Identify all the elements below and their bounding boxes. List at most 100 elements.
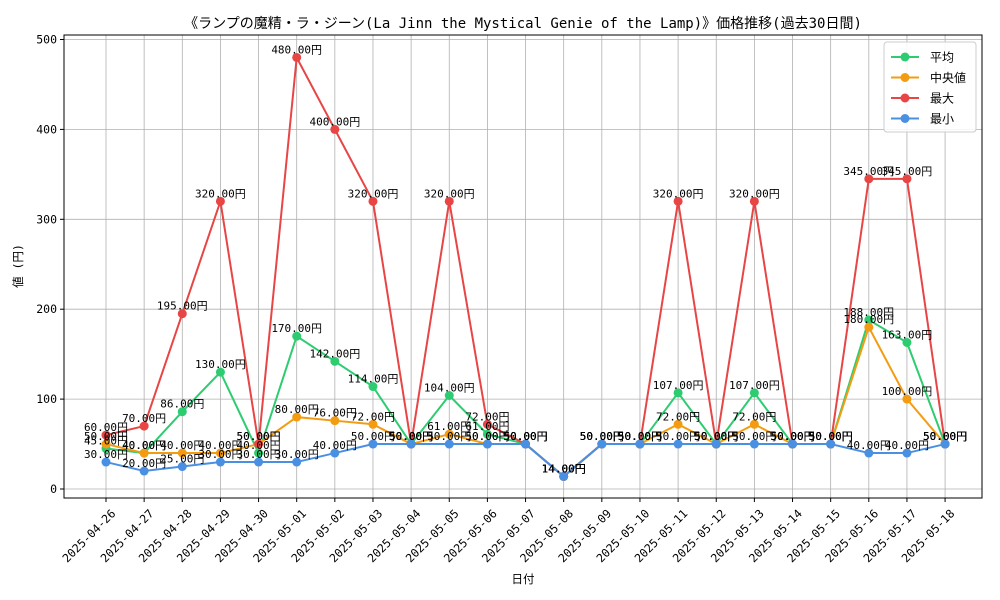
data-label: 320.00円 xyxy=(348,187,399,200)
data-point xyxy=(368,382,378,392)
data-point xyxy=(673,419,683,429)
data-label: 50.00円 xyxy=(923,430,967,443)
data-label: 45.00円 xyxy=(84,435,128,448)
data-label: 400.00円 xyxy=(309,115,360,128)
data-label: 50.00円 xyxy=(809,430,853,443)
data-point xyxy=(749,439,759,449)
data-label: 50.00円 xyxy=(580,430,624,443)
chart-title: 《ランプの魔精・ラ・ジーン(La Jinn the Mystical Genie… xyxy=(184,16,862,32)
data-point xyxy=(292,412,302,422)
data-label: 50.00円 xyxy=(770,430,814,443)
data-label: 72.00円 xyxy=(656,410,700,423)
data-label: 30.00円 xyxy=(236,448,280,461)
data-label: 25.00円 xyxy=(160,453,204,466)
data-label: 14.00円 xyxy=(542,462,586,475)
data-point xyxy=(177,407,187,417)
data-point xyxy=(711,439,721,449)
data-point xyxy=(902,394,912,404)
data-label: 50.00円 xyxy=(389,430,433,443)
data-label: 163.00円 xyxy=(882,328,933,341)
data-label: 40.00円 xyxy=(847,439,891,452)
data-label: 50.00円 xyxy=(580,430,624,443)
data-point xyxy=(254,439,264,449)
data-label: 40.00円 xyxy=(313,439,357,452)
data-label: 30.00円 xyxy=(275,448,319,461)
data-point xyxy=(101,430,111,440)
data-point xyxy=(902,448,912,458)
data-point xyxy=(749,419,759,429)
data-label: 50.00円 xyxy=(580,430,624,443)
data-label: 50.00円 xyxy=(732,430,776,443)
legend-label: 平均 xyxy=(930,51,954,65)
data-point xyxy=(444,196,454,206)
data-label: 50.00円 xyxy=(389,430,433,443)
data-label: 60.00円 xyxy=(84,421,128,434)
data-label: 180.00円 xyxy=(843,313,894,326)
legend-swatch-marker xyxy=(900,114,910,123)
data-label: 50.00円 xyxy=(923,430,967,443)
data-label: 50.00円 xyxy=(236,430,280,443)
data-point xyxy=(292,457,302,467)
data-point xyxy=(902,337,912,347)
data-label: 50.00円 xyxy=(656,430,700,443)
data-point xyxy=(482,439,492,449)
data-label: 50.00円 xyxy=(923,430,967,443)
data-point xyxy=(330,356,340,366)
data-point xyxy=(368,196,378,206)
data-label: 14.00円 xyxy=(542,462,586,475)
data-label: 40.00円 xyxy=(885,439,929,452)
y-tick-label: 0 xyxy=(50,482,57,496)
data-point xyxy=(444,429,454,439)
data-label: 72.00円 xyxy=(732,410,776,423)
data-label: 107.00円 xyxy=(729,379,780,392)
data-point xyxy=(406,439,416,449)
data-point xyxy=(292,52,302,62)
data-point xyxy=(864,315,874,325)
data-label: 345.00円 xyxy=(843,165,894,178)
data-label: 14.00円 xyxy=(542,462,586,475)
data-label: 50.00円 xyxy=(618,430,662,443)
x-axis-label: 日付 xyxy=(512,572,535,586)
data-label: 50.00円 xyxy=(618,430,662,443)
data-label: 50.00円 xyxy=(618,430,662,443)
legend-label: 最大 xyxy=(930,92,954,106)
data-label-layer: 45.00円40.00円86.00円130.00円40.00円170.00円14… xyxy=(84,43,967,475)
data-point xyxy=(788,439,798,449)
data-label: 50.00円 xyxy=(503,430,547,443)
data-label: 40.00円 xyxy=(122,439,166,452)
legend-swatch-marker xyxy=(900,93,910,103)
data-label: 14.00円 xyxy=(542,462,586,475)
data-label: 50.00円 xyxy=(351,430,395,443)
data-label: 50.00円 xyxy=(809,430,853,443)
data-point xyxy=(330,124,340,134)
data-point xyxy=(330,416,340,426)
data-label: 40.00円 xyxy=(236,439,280,452)
data-label: 170.00円 xyxy=(271,322,322,335)
data-label: 104.00円 xyxy=(424,382,475,395)
data-point xyxy=(139,448,149,458)
data-label: 72.00円 xyxy=(465,410,509,423)
legend-swatch-marker xyxy=(900,52,910,62)
data-label: 188.00円 xyxy=(843,306,894,319)
data-label: 142.00円 xyxy=(309,347,360,360)
data-point xyxy=(177,462,187,472)
data-point xyxy=(521,439,531,449)
data-point xyxy=(101,457,111,467)
data-label: 61.00円 xyxy=(427,420,471,433)
data-point xyxy=(444,391,454,401)
data-point xyxy=(826,439,836,449)
data-label: 50.00円 xyxy=(694,430,738,443)
data-point xyxy=(215,457,225,467)
data-label: 61.00円 xyxy=(465,420,509,433)
data-point xyxy=(101,439,111,449)
data-point xyxy=(749,196,759,206)
data-point xyxy=(864,448,874,458)
data-label: 40.00円 xyxy=(198,439,242,452)
y-axis: 0 100 200 300 400 500 xyxy=(36,32,64,496)
data-label: 130.00円 xyxy=(195,358,246,371)
data-point xyxy=(215,448,225,458)
data-point xyxy=(368,419,378,429)
data-label: 100.00円 xyxy=(882,385,933,398)
data-label: 50.00円 xyxy=(770,430,814,443)
